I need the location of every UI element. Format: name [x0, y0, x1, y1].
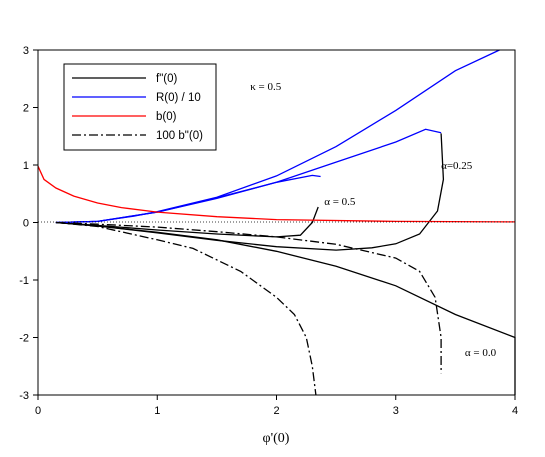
x-axis-label: φ'(0): [263, 431, 290, 446]
x-tick-label: 0: [35, 405, 41, 417]
series-line-6: [37, 165, 516, 223]
legend-label: b(0): [156, 111, 177, 123]
y-tick-label: -2: [19, 333, 29, 345]
legend: f"(0) R(0) / 10 b(0) 100 b"(0): [63, 63, 217, 151]
x-tick-label: 4: [512, 405, 518, 417]
series-line-1: [55, 206, 319, 238]
legend-label: 100 b"(0): [156, 130, 203, 142]
series-line-4: [55, 174, 321, 224]
legend-label: f"(0): [156, 73, 178, 85]
y-tick-label: -1: [19, 275, 29, 287]
annotation-label: α = 0.5: [324, 196, 356, 208]
x-tick-label: 1: [154, 405, 160, 417]
series-line-8: [55, 221, 442, 374]
series-line-2: [55, 133, 445, 251]
series-line-5: [55, 128, 442, 224]
series-line-0: [55, 221, 516, 395]
annotation-label: α = 0.0: [465, 347, 497, 359]
annotation-label: α=0.25: [441, 160, 473, 172]
y-tick-label: 2: [23, 103, 29, 115]
y-tick-label: 1: [23, 160, 29, 172]
x-tick-label: 2: [273, 405, 279, 417]
series-line-7: [55, 221, 317, 396]
y-tick-label: 3: [23, 45, 29, 57]
y-tick-label: -3: [19, 390, 29, 402]
y-tick-label: 0: [23, 218, 29, 230]
x-tick-label: 3: [393, 405, 399, 417]
annotations: κ = 0.5 α=0.25 α = 0.5 α = 0.0: [250, 81, 496, 359]
legend-label: R(0) / 10: [156, 92, 201, 104]
annotation-label: κ = 0.5: [250, 81, 281, 93]
axes: 0 1 2 3 4 -3 -2 -1 0 1 2 3: [19, 45, 518, 417]
